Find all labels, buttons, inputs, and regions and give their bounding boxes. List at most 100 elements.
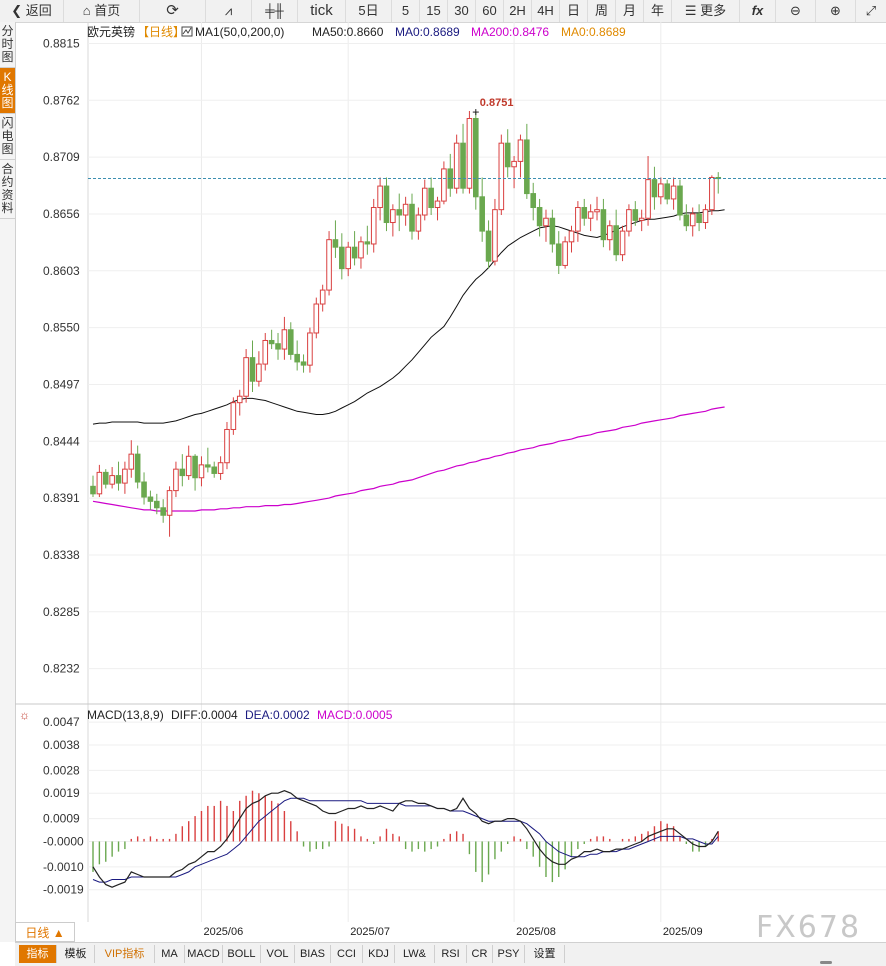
candle-body <box>115 475 122 484</box>
period-day[interactable]: 日 <box>560 0 588 22</box>
candle-body <box>441 168 447 202</box>
candle-body <box>307 332 313 366</box>
sun-icon[interactable]: ☼ <box>19 708 30 722</box>
tab-timeshare[interactable]: 分时图 <box>0 22 15 68</box>
candlestick-icon: ╪╫ <box>265 3 284 18</box>
chart-type-button[interactable]: ⩘ <box>206 0 252 22</box>
candle-body <box>224 428 230 464</box>
tab-boll[interactable]: BOLL <box>223 945 261 963</box>
back-button[interactable]: ❮ 返回 <box>0 0 64 22</box>
price-chart[interactable]: 欧元英镑 【日线】 MA1(50,0,200,0) MA50:0.8660 MA… <box>15 22 886 942</box>
macd-tick-label: 0.0019 <box>43 786 80 800</box>
period-30[interactable]: 30 <box>448 0 476 22</box>
candle-body <box>626 209 632 232</box>
ma200-line <box>92 406 725 512</box>
macd-title: MACD(13,8,9) <box>87 708 164 722</box>
candle-body <box>492 209 498 262</box>
tab-contract-info[interactable]: 合约资料 <box>0 160 15 219</box>
price-tick-label: 0.8497 <box>43 377 80 391</box>
period-week[interactable]: 周 <box>588 0 616 22</box>
candle-body <box>192 455 198 479</box>
more-button[interactable]: ☰ 更多 <box>672 0 740 22</box>
candle-body <box>645 179 651 219</box>
zoom-out-button[interactable]: ⊖ <box>776 0 816 22</box>
macd-axis: 0.0047 0.0038 0.0028 0.0019 0.0009 -0.0000 -0.… <box>43 715 886 897</box>
price-tick-label: 0.8815 <box>43 36 80 50</box>
candle-body <box>268 339 275 345</box>
ma200-line-group <box>92 406 725 512</box>
price-tick-label: 0.8603 <box>43 264 80 278</box>
period-2h[interactable]: 2H <box>504 0 532 22</box>
period-select-button[interactable]: 日线 ▲ <box>15 922 75 942</box>
candle-body <box>198 464 205 479</box>
tab-indicator[interactable]: 指标 <box>19 945 57 963</box>
candle-body <box>409 203 415 232</box>
candle-body <box>256 363 262 382</box>
fullscreen-button[interactable]: ⤢ <box>856 0 886 22</box>
candle-body <box>141 481 147 498</box>
candle-body <box>390 209 396 224</box>
price-tick-label: 0.8550 <box>43 321 80 335</box>
tab-kdj[interactable]: KDJ <box>363 945 395 963</box>
indicator-settings-icon[interactable] <box>181 26 193 37</box>
tab-flash[interactable]: 闪电图 <box>0 114 15 160</box>
tab-lw[interactable]: LW& <box>395 945 435 963</box>
tab-cci[interactable]: CCI <box>331 945 363 963</box>
home-button[interactable]: ⌂ 首页 <box>64 0 140 22</box>
period-month[interactable]: 月 <box>616 0 644 22</box>
candle-body <box>562 241 568 266</box>
tab-cr[interactable]: CR <box>467 945 493 963</box>
candle-body <box>230 402 237 430</box>
scroll-thumb[interactable] <box>820 961 832 964</box>
tab-kline[interactable]: K线图 <box>0 68 15 114</box>
macd-legend: ☼ MACD(13,8,9) DIFF:0.0004 DEA:0.0002 MA… <box>19 708 393 722</box>
candle-body <box>683 214 690 227</box>
candle-body <box>154 500 160 509</box>
candle-body <box>377 185 383 209</box>
candle-body <box>211 466 218 474</box>
candlestick-type-button[interactable]: ╪╫ <box>252 0 298 22</box>
period-60[interactable]: 60 <box>476 0 504 22</box>
period-year[interactable]: 年 <box>644 0 672 22</box>
candle-body <box>555 243 562 266</box>
tab-ma[interactable]: MA <box>155 945 185 963</box>
ma200-label: MA200:0.8476 <box>471 25 549 39</box>
tab-psy[interactable]: PSY <box>493 945 525 963</box>
candle-body <box>677 185 683 216</box>
tab-rsi[interactable]: RSI <box>435 945 467 963</box>
zoom-in-icon: ⊕ <box>830 3 841 18</box>
candle-body <box>262 339 269 365</box>
tab-settings[interactable]: 设置 <box>525 945 565 963</box>
candle-body <box>294 353 300 363</box>
price-tick-label: 0.8709 <box>43 150 80 164</box>
period-5d[interactable]: 5日 <box>346 0 392 22</box>
tab-template[interactable]: 模板 <box>57 945 95 963</box>
candle-body <box>243 357 249 397</box>
ma50-label: MA50:0.8660 <box>312 25 384 39</box>
period-4h[interactable]: 4H <box>532 0 560 22</box>
tab-bias[interactable]: BIAS <box>295 945 331 963</box>
tick-button[interactable]: tick <box>298 0 346 22</box>
tab-vip[interactable]: VIP指标 <box>95 945 155 963</box>
formula-button[interactable]: fx <box>740 0 776 22</box>
candle-body <box>402 203 409 216</box>
candle-body <box>498 142 505 211</box>
candle-body <box>396 209 403 216</box>
candle-body <box>383 185 390 224</box>
candle-body <box>421 187 428 216</box>
candle-body <box>90 485 96 495</box>
candle-body <box>696 213 702 224</box>
grid <box>87 22 886 922</box>
macd-label: MACD:0.0005 <box>317 708 393 722</box>
tab-vol[interactable]: VOL <box>261 945 295 963</box>
period-5[interactable]: 5 <box>392 0 420 22</box>
watermark: FX678 <box>756 910 862 945</box>
candle-body <box>568 230 575 243</box>
period-15[interactable]: 15 <box>420 0 448 22</box>
candle-body <box>709 176 715 211</box>
candle-body <box>179 468 186 477</box>
refresh-button[interactable]: ⟳ <box>140 0 206 22</box>
tab-macd[interactable]: MACD <box>185 945 223 963</box>
zoom-in-button[interactable]: ⊕ <box>816 0 856 22</box>
candle-body <box>638 217 645 221</box>
